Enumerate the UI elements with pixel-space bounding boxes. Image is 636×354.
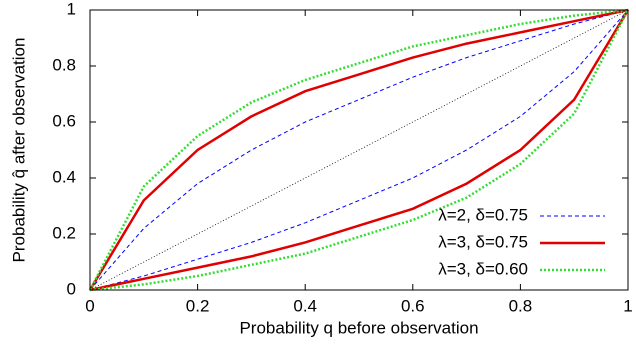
y-axis-label: Probability q̂ after observation: [9, 38, 28, 263]
x-tick-label: 1: [623, 296, 632, 315]
x-tick-label: 0: [85, 296, 94, 315]
x-tick-label: 0.8: [509, 296, 533, 315]
y-tick-label: 0.2: [52, 223, 76, 242]
curve-upper: [88, 8, 629, 291]
x-tick-label: 0.2: [186, 296, 210, 315]
legend-label: λ=2, δ=0.75: [438, 205, 528, 224]
y-tick-label: 1: [67, 0, 76, 18]
y-tick-label: 0.8: [52, 55, 76, 74]
y-tick-label: 0.6: [52, 111, 76, 130]
curve-upper: [89, 9, 629, 291]
x-tick-label: 0.4: [293, 296, 317, 315]
curve-lower: [89, 9, 629, 291]
y-tick-label: 0: [67, 279, 76, 298]
legend-label: λ=3, δ=0.60: [438, 259, 528, 278]
curve-lower: [89, 9, 630, 292]
reference-line: [89, 9, 629, 291]
curve-upper: [88, 8, 629, 291]
plot-frame: [89, 9, 629, 291]
y-tick-label: 0.4: [52, 167, 76, 186]
x-axis-label: Probability q before observation: [239, 318, 478, 337]
curve-lower: [89, 9, 630, 292]
legend-label: λ=3, δ=0.75: [438, 232, 528, 251]
x-tick-label: 0.6: [401, 296, 425, 315]
